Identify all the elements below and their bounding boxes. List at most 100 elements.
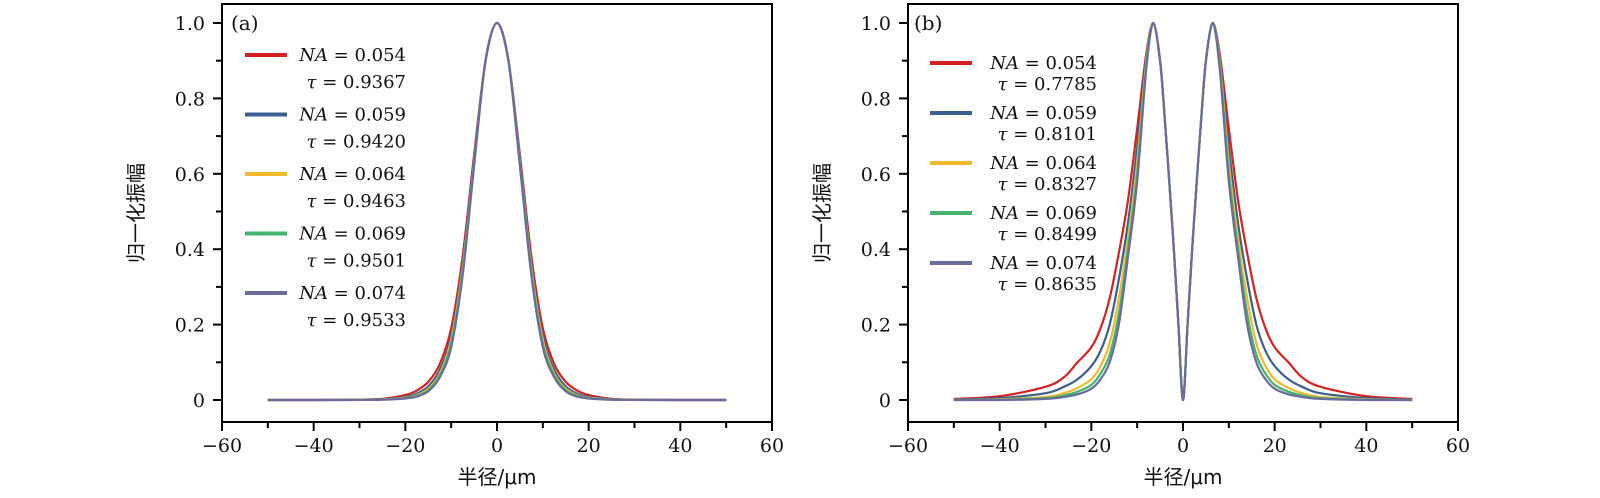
tau-value: 0.8635	[1034, 274, 1097, 295]
legend-na-text: NA = 0.059	[298, 105, 406, 126]
equals-sign: =	[316, 191, 343, 212]
na-value: 0.054	[354, 45, 406, 66]
legend-na-text: NA = 0.064	[298, 164, 406, 185]
tau-symbol: τ	[307, 251, 318, 272]
legend-item: NA = 0.074 τ = 0.9533	[245, 283, 406, 331]
na-value: 0.059	[1045, 103, 1097, 124]
tau-value: 0.7785	[1034, 74, 1097, 95]
legend-tau-text: τ = 0.9420	[307, 132, 406, 153]
x-tick-label: 0	[491, 435, 503, 457]
legend-na-text: NA = 0.054	[989, 53, 1097, 74]
legend-tau-text: τ = 0.9533	[307, 310, 406, 331]
tau-value: 0.8101	[1034, 124, 1097, 145]
na-value: 0.054	[1045, 53, 1097, 74]
na-symbol: NA	[298, 105, 328, 126]
equals-sign: =	[328, 224, 355, 245]
y-tick-label: 1.0	[175, 13, 205, 35]
legend-tau-text: τ = 0.9463	[307, 191, 406, 212]
legend-item: NA = 0.059 τ = 0.9420	[245, 105, 406, 153]
legend-na-text: NA = 0.069	[298, 224, 406, 245]
equals-sign: =	[1007, 124, 1034, 145]
na-symbol: NA	[298, 164, 328, 185]
equals-sign: =	[316, 72, 343, 93]
equals-sign: =	[1007, 274, 1034, 295]
y-tick-label: 1.0	[861, 13, 891, 35]
y-tick-label: 0.8	[861, 88, 891, 110]
tau-value: 0.8499	[1034, 224, 1097, 245]
legend-na-text: NA = 0.074	[989, 253, 1097, 274]
tau-symbol: τ	[307, 132, 318, 153]
x-tick-label: −20	[1071, 435, 1111, 457]
na-symbol: NA	[298, 283, 328, 304]
legend-tau-text: τ = 0.8635	[998, 274, 1097, 295]
na-value: 0.064	[354, 164, 406, 185]
equals-sign: =	[1019, 53, 1046, 74]
y-tick-label: 0.6	[861, 164, 891, 186]
series-line-na-0.074	[953, 21, 1413, 402]
axes-frame	[221, 3, 773, 423]
y-tick-label: 0.2	[175, 315, 205, 337]
na-symbol: NA	[298, 45, 328, 66]
tau-symbol: τ	[307, 72, 318, 93]
x-tick-label: 0	[1177, 435, 1189, 457]
legend-tau-text: τ = 0.8101	[998, 124, 1097, 145]
equals-sign: =	[1007, 224, 1034, 245]
x-axis-label: 半径/μm	[1144, 465, 1223, 489]
tau-symbol: τ	[998, 124, 1009, 145]
tau-symbol: τ	[307, 191, 318, 212]
legend-tau-text: τ = 0.8327	[998, 174, 1097, 195]
na-value: 0.074	[354, 283, 406, 304]
series-line-na-0.074	[267, 21, 727, 402]
na-symbol: NA	[989, 203, 1019, 224]
y-tick-label: 0.2	[861, 315, 891, 337]
panel-label: (b)	[914, 11, 942, 35]
legend-tau-text: τ = 0.7785	[998, 74, 1097, 95]
na-symbol: NA	[298, 224, 328, 245]
x-tick-label: 60	[760, 435, 784, 457]
y-axis-label: 归一化振幅	[124, 163, 148, 263]
x-tick-label: −20	[385, 435, 425, 457]
y-axis-label: 归一化振幅	[810, 163, 834, 263]
tau-symbol: τ	[307, 310, 318, 331]
equals-sign: =	[1019, 253, 1046, 274]
y-tick-label: 0	[879, 390, 891, 412]
y-tick-label: 0.4	[175, 239, 205, 261]
x-tick-label: 20	[1263, 435, 1287, 457]
legend-item: NA = 0.054 τ = 0.9367	[245, 45, 406, 93]
equals-sign: =	[328, 45, 355, 66]
na-symbol: NA	[989, 153, 1019, 174]
legend-na-text: NA = 0.054	[298, 45, 406, 66]
na-value: 0.069	[1045, 203, 1097, 224]
equals-sign: =	[1019, 153, 1046, 174]
x-tick-label: 40	[668, 435, 692, 457]
legend-item: NA = 0.069 τ = 0.9501	[245, 224, 406, 272]
plot-area	[953, 21, 1413, 402]
na-symbol: NA	[989, 253, 1019, 274]
tau-symbol: τ	[998, 174, 1009, 195]
x-tick-label: 40	[1354, 435, 1378, 457]
tau-value: 0.9420	[343, 132, 406, 153]
equals-sign: =	[1007, 74, 1034, 95]
x-tick-label: −40	[294, 435, 334, 457]
legend-item: NA = 0.064 τ = 0.9463	[245, 164, 406, 212]
legend-tau-text: τ = 0.9367	[307, 72, 406, 93]
legend-tau-text: τ = 0.9501	[307, 251, 406, 272]
tau-symbol: τ	[998, 274, 1009, 295]
equals-sign: =	[1007, 174, 1034, 195]
plot-area	[267, 21, 727, 402]
y-tick-label: 0.4	[861, 239, 891, 261]
tau-value: 0.9463	[343, 191, 406, 212]
y-tick-label: 0.8	[175, 88, 205, 110]
legend: NA = 0.054 τ = 0.9367 NA = 0.059 τ = 0.9420…	[245, 45, 406, 331]
na-symbol: NA	[989, 53, 1019, 74]
x-tick-label: −40	[980, 435, 1020, 457]
x-tick-label: 20	[577, 435, 601, 457]
panel-a: −60 −40 −20 0 20 40 60 0 0.2 0.4 0.6 0.8 1.0 半径/μm 归一化…	[124, 3, 784, 489]
equals-sign: =	[316, 251, 343, 272]
